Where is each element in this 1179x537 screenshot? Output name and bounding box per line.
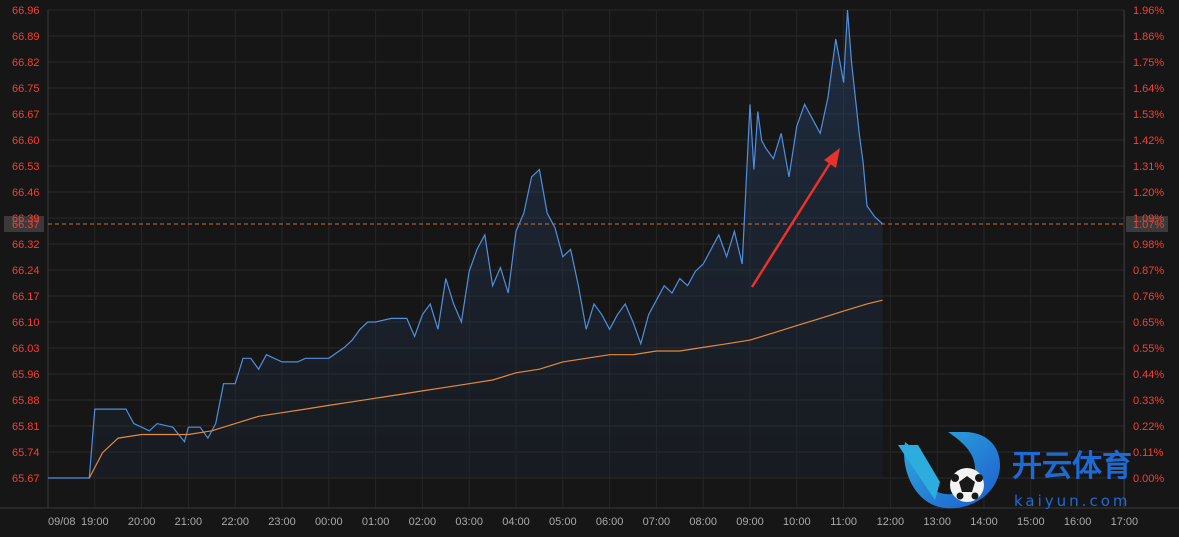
left-tick-label: 66.32 bbox=[12, 239, 40, 251]
left-tick-label: 65.74 bbox=[12, 447, 40, 459]
left-tick-label: 66.17 bbox=[12, 291, 40, 303]
left-tick-label: 66.60 bbox=[12, 135, 40, 147]
right-tick-label: 1.75% bbox=[1133, 57, 1164, 69]
brand-name-cn: 开云体育 bbox=[1012, 449, 1132, 484]
right-tick-label: 0.44% bbox=[1133, 369, 1164, 381]
current-change-badge-right bbox=[1126, 216, 1168, 233]
series-lines bbox=[48, 9, 884, 479]
x-tick-label: 19:00 bbox=[81, 516, 109, 528]
x-tick-label: 02:00 bbox=[409, 516, 437, 528]
left-tick-label: 66.75 bbox=[12, 83, 40, 95]
x-tick-label: 06:00 bbox=[596, 516, 624, 528]
x-tick-label: 17:00 bbox=[1111, 516, 1139, 528]
left-tick-label: 66.03 bbox=[12, 343, 40, 355]
right-tick-label: 1.86% bbox=[1133, 31, 1164, 43]
left-tick-label: 65.67 bbox=[12, 473, 40, 485]
right-tick-label: 0.55% bbox=[1133, 343, 1164, 355]
x-tick-label: 00:00 bbox=[315, 516, 343, 528]
watermark: 开云体育 kaiyun.com bbox=[898, 432, 1132, 510]
brand-url: kaiyun.com bbox=[1014, 492, 1130, 510]
right-tick-label: 1.42% bbox=[1133, 135, 1164, 147]
x-tick-label: 21:00 bbox=[175, 516, 203, 528]
x-tick-label: 23:00 bbox=[268, 516, 296, 528]
left-tick-label: 66.82 bbox=[12, 57, 40, 69]
x-tick-label: 22:00 bbox=[221, 516, 249, 528]
x-axis-ticks: 09/08 19:00 20:00 21:00 22:00 23:00 00:00 01:00… bbox=[48, 516, 1138, 528]
left-tick-label: 66.89 bbox=[12, 31, 40, 43]
right-tick-label: 0.76% bbox=[1133, 291, 1164, 303]
left-tick-label: 65.88 bbox=[12, 395, 40, 407]
left-tick-label: 66.24 bbox=[12, 265, 40, 277]
right-tick-label: 1.31% bbox=[1133, 161, 1164, 173]
right-tick-label: 0.00% bbox=[1133, 473, 1164, 485]
right-tick-label: 1.96% bbox=[1133, 5, 1164, 17]
right-tick-label: 0.11% bbox=[1133, 447, 1164, 459]
price-series-line bbox=[48, 9, 884, 479]
x-tick-label: 20:00 bbox=[128, 516, 156, 528]
right-tick-label: 1.20% bbox=[1133, 187, 1164, 199]
left-tick-label: 66.96 bbox=[12, 5, 40, 17]
x-tick-label: 15:00 bbox=[1017, 516, 1045, 528]
x-tick-label: 09/08 bbox=[48, 516, 76, 528]
right-tick-label: 1.09% bbox=[1133, 213, 1164, 225]
right-tick-label: 0.98% bbox=[1133, 239, 1164, 251]
x-tick-label: 10:00 bbox=[783, 516, 811, 528]
x-tick-label: 04:00 bbox=[502, 516, 530, 528]
current-change-label: 1.07% bbox=[1133, 219, 1164, 231]
right-tick-label: 0.65% bbox=[1133, 317, 1164, 329]
left-tick-label: 66.67 bbox=[12, 109, 40, 121]
left-tick-label: 65.81 bbox=[12, 421, 40, 433]
left-tick-label: 66.10 bbox=[12, 317, 40, 329]
x-tick-label: 07:00 bbox=[643, 516, 671, 528]
current-price-line: 66.37 1.07% bbox=[4, 216, 1168, 233]
left-tick-label: 66.46 bbox=[12, 187, 40, 199]
right-tick-label: 1.53% bbox=[1133, 109, 1164, 121]
x-tick-label: 08:00 bbox=[689, 516, 717, 528]
x-tick-label: 11:00 bbox=[830, 516, 857, 528]
x-tick-label: 05:00 bbox=[549, 516, 577, 528]
average-series-line bbox=[88, 299, 883, 479]
current-price-label: 66.37 bbox=[12, 219, 40, 231]
trend-arrow bbox=[750, 148, 840, 288]
x-tick-label: 12:00 bbox=[877, 516, 905, 528]
right-tick-label: 0.87% bbox=[1133, 265, 1164, 277]
brand-logo bbox=[898, 432, 1000, 509]
current-price-badge-left bbox=[4, 216, 44, 233]
right-tick-label: 0.22% bbox=[1133, 421, 1164, 433]
x-tick-label: 14:00 bbox=[970, 516, 998, 528]
right-tick-label: 1.64% bbox=[1133, 83, 1164, 95]
left-axis-ticks: 66.96 66.89 66.82 66.75 66.67 66.60 66.53 66.46… bbox=[12, 5, 40, 485]
x-tick-label: 01:00 bbox=[362, 516, 390, 528]
left-tick-label: 66.53 bbox=[12, 161, 40, 173]
right-tick-label: 0.33% bbox=[1133, 395, 1164, 407]
price-area bbox=[48, 10, 883, 478]
price-area-fill bbox=[48, 10, 883, 478]
left-tick-label: 66.39 bbox=[12, 213, 40, 225]
x-tick-label: 03:00 bbox=[455, 516, 483, 528]
x-tick-label: 16:00 bbox=[1064, 516, 1092, 528]
x-tick-label: 13:00 bbox=[923, 516, 951, 528]
x-tick-label: 09:00 bbox=[736, 516, 764, 528]
left-tick-label: 65.96 bbox=[12, 369, 40, 381]
right-axis-ticks: 1.96% 1.86% 1.75% 1.64% 1.53% 1.42% 1.31% 1.20%… bbox=[1133, 5, 1164, 485]
